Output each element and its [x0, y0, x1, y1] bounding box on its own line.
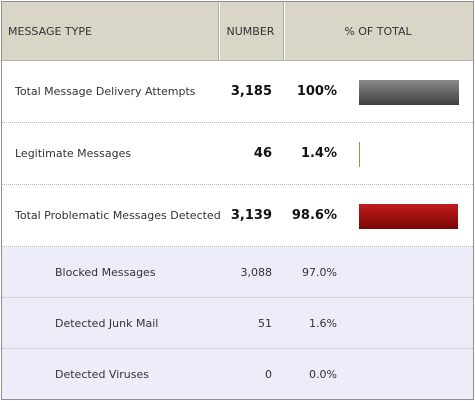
percent-bar — [359, 141, 459, 167]
row-percent: 100% — [296, 84, 337, 99]
row-percent: 1.4% — [300, 146, 337, 161]
row-label: Total Problematic Messages Detected — [15, 209, 221, 222]
row-percent: 97.0% — [302, 265, 337, 279]
column-header-percent-of-total: % OF TOTAL — [344, 24, 412, 38]
table-row-problematic-messages: Total Problematic Messages Detected 3,13… — [2, 185, 473, 247]
table-row-legitimate-messages: Legitimate Messages 46 1.4% — [2, 123, 473, 185]
table-row-blocked-messages: Blocked Messages 3,088 97.0% — [2, 247, 473, 298]
column-header-message-type: MESSAGE TYPE — [8, 24, 92, 38]
percent-bar-fill — [359, 79, 459, 105]
row-number: 3,139 — [230, 208, 272, 223]
table-row-viruses: Detected Viruses 0 0.0% — [2, 349, 473, 399]
row-percent: 0.0% — [309, 367, 337, 381]
column-divider — [218, 2, 220, 60]
row-number: 51 — [258, 316, 272, 330]
column-header-number: NUMBER — [226, 24, 275, 38]
percent-bar — [359, 79, 459, 105]
row-label: Detected Viruses — [55, 367, 149, 381]
row-number: 46 — [253, 146, 272, 161]
row-number: 3,185 — [230, 84, 272, 99]
row-number: 0 — [265, 367, 272, 381]
table-row-total-delivery-attempts: Total Message Delivery Attempts 3,185 10… — [2, 61, 473, 123]
table-header: MESSAGE TYPE NUMBER % OF TOTAL — [2, 2, 473, 61]
percent-bar — [359, 203, 459, 229]
percent-bar-fill — [359, 141, 360, 167]
row-label: Total Message Delivery Attempts — [15, 85, 196, 98]
column-divider — [283, 2, 285, 60]
row-label: Legitimate Messages — [15, 147, 132, 160]
row-label: Blocked Messages — [55, 265, 156, 279]
percent-bar-fill — [359, 203, 458, 229]
row-number: 3,088 — [240, 265, 273, 279]
table-row-junk-mail: Detected Junk Mail 51 1.6% — [2, 298, 473, 349]
row-label: Detected Junk Mail — [55, 316, 159, 330]
row-percent: 98.6% — [291, 208, 337, 223]
row-percent: 1.6% — [309, 316, 337, 330]
